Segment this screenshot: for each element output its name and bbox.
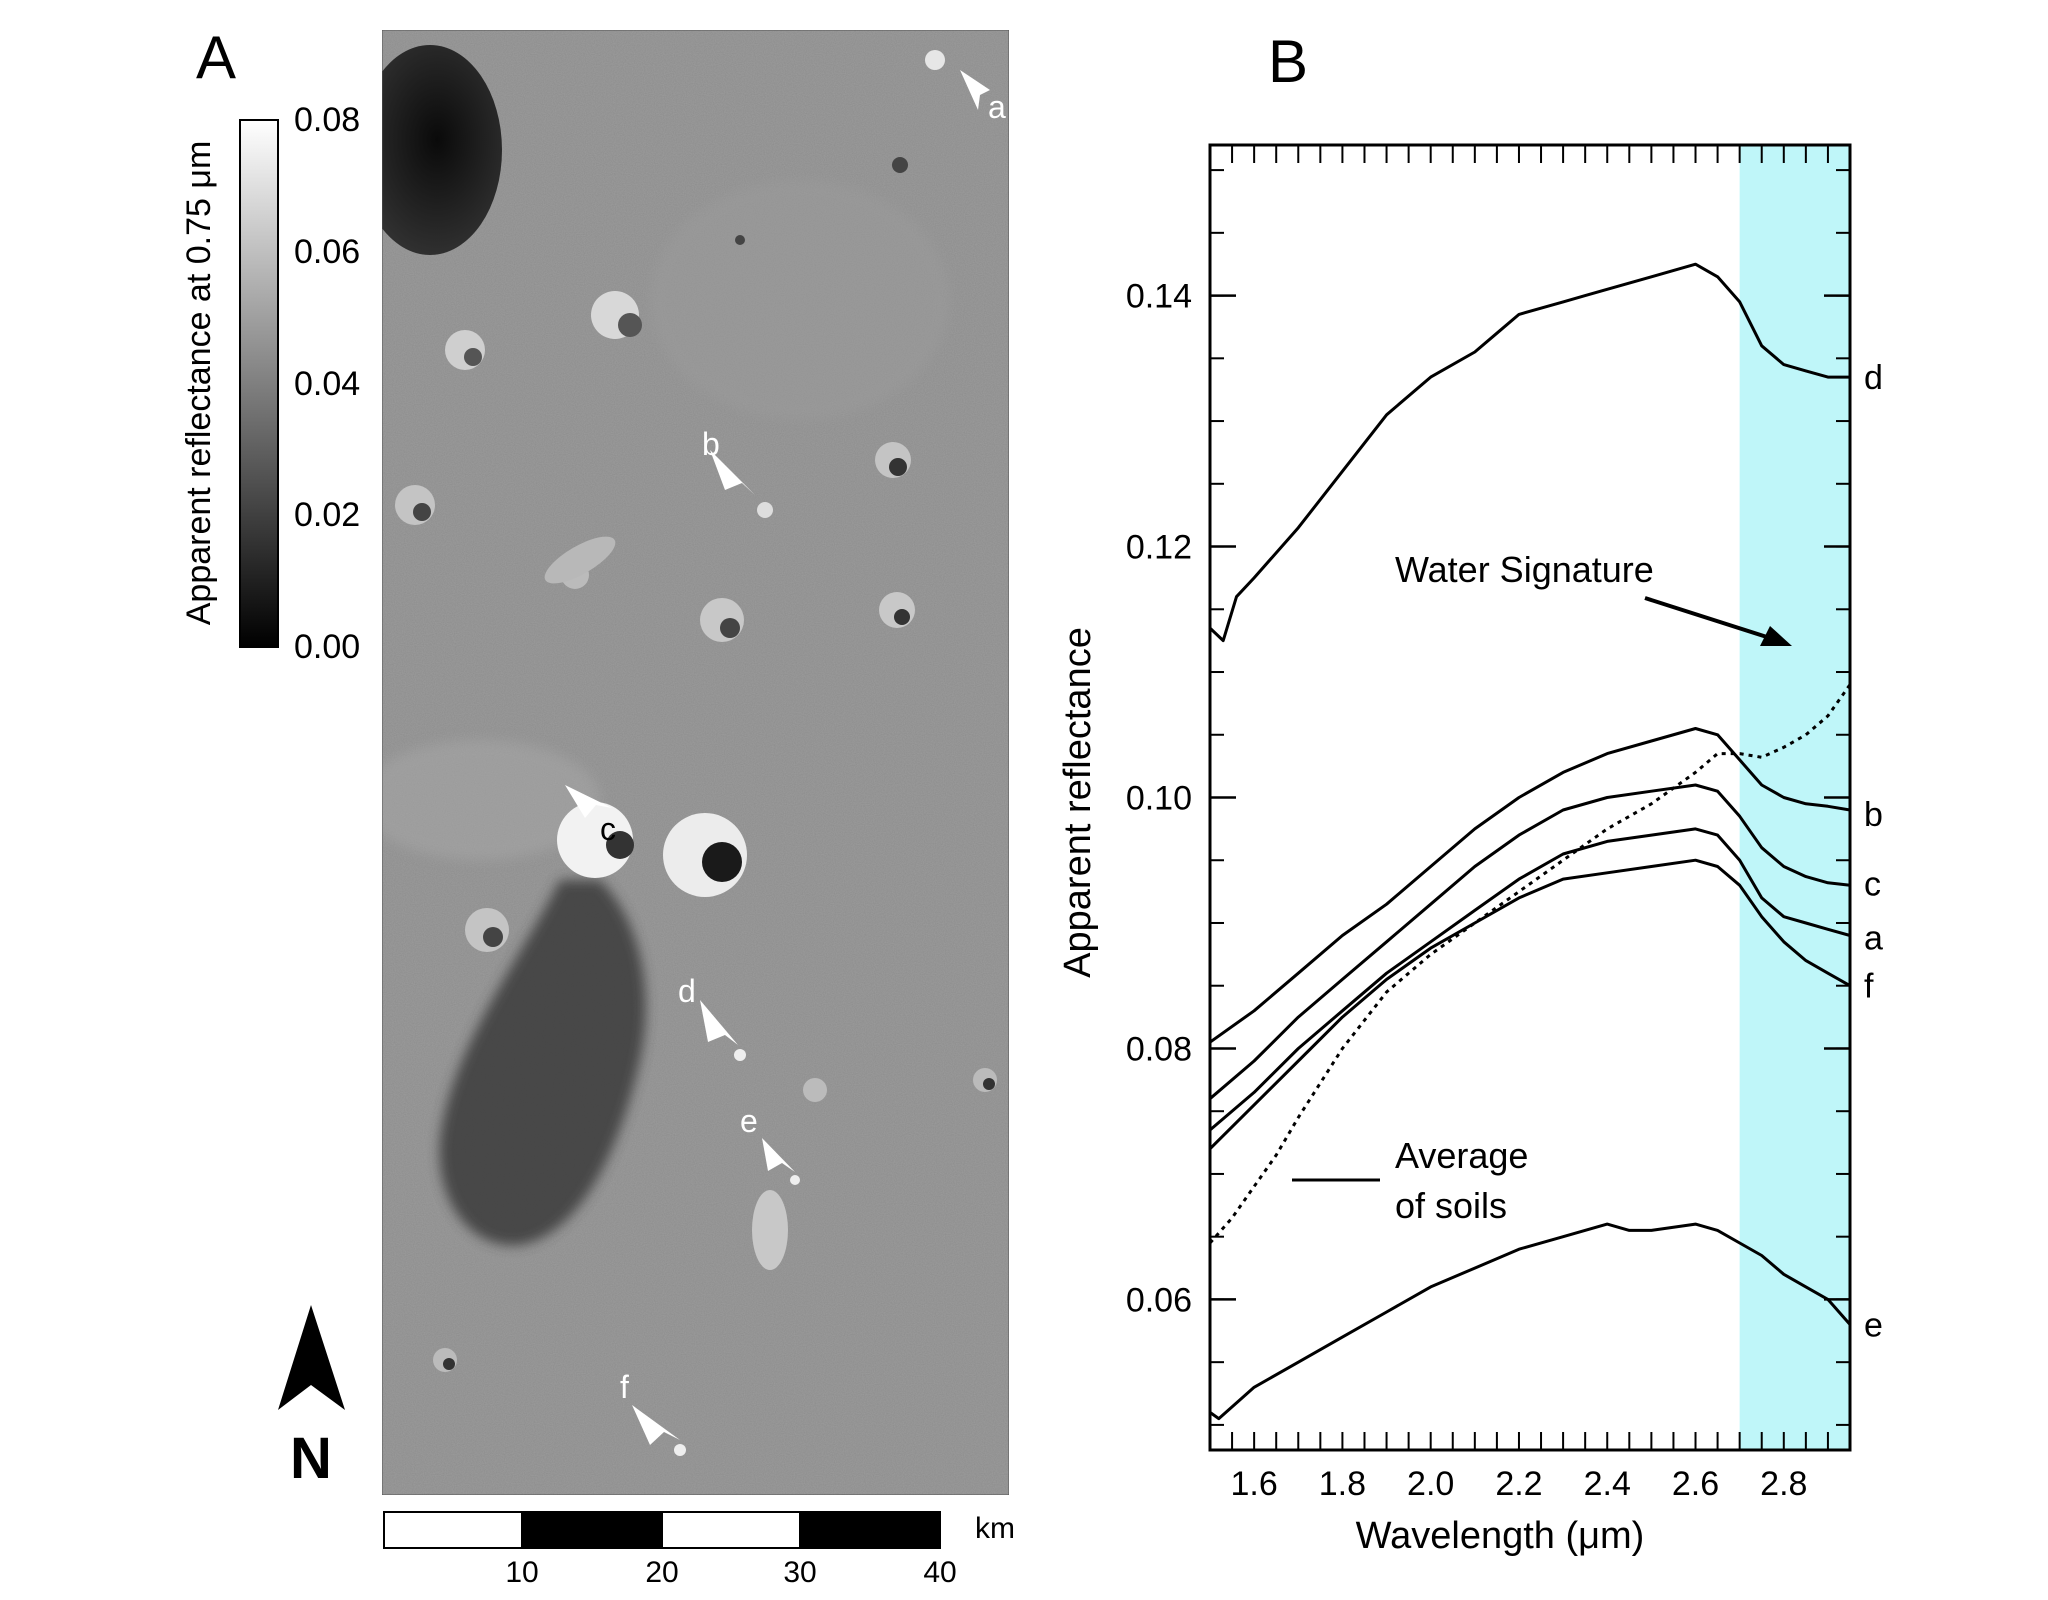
scale-tick-label: 40 <box>923 1556 956 1589</box>
soils-annotation-line2: of soils <box>1395 1185 1507 1226</box>
north-arrow: N <box>278 1305 345 1491</box>
marker-label: f <box>620 1369 629 1405</box>
colorbar-gradient <box>239 119 279 648</box>
marker-label: b <box>702 426 720 462</box>
x-tick-label: 2.0 <box>1407 1465 1454 1503</box>
series-label: f <box>1864 968 1874 1006</box>
marker-c: c <box>565 785 616 847</box>
plot-frame <box>1208 143 1852 1452</box>
x-tick-label: 2.8 <box>1760 1465 1807 1503</box>
lunar-surface-image <box>382 30 1009 1495</box>
annotation-arrowhead-icon <box>1760 626 1792 646</box>
series-line-d <box>1208 262 1850 643</box>
y-tick-label: 0.12 <box>1126 529 1192 567</box>
colorbar-title: Apparent reflectance at 0.75 μm <box>180 141 218 626</box>
marker-label: d <box>678 973 696 1009</box>
colorbar-tick-label: 0.02 <box>294 496 360 534</box>
marker-e: e <box>740 1103 795 1172</box>
marker-label: c <box>600 811 616 847</box>
series-label: e <box>1864 1307 1883 1345</box>
scale-bar: km 10 20 30 40 <box>383 1511 1015 1589</box>
series-line-e <box>1209 1222 1852 1421</box>
panel-b-label: B <box>1268 28 1308 95</box>
x-tick-label: 1.6 <box>1231 1465 1278 1503</box>
series-line-c <box>1209 783 1851 1100</box>
soils-annotation-line1: Average <box>1395 1135 1528 1176</box>
annotation-arrow-line <box>1644 596 1771 640</box>
scale-tick-label: 10 <box>505 1556 538 1589</box>
series-label: d <box>1864 359 1883 397</box>
x-tick-label: 2.4 <box>1584 1465 1631 1503</box>
series-line-b <box>1209 727 1851 1044</box>
marker-a: a <box>960 70 1006 125</box>
y-tick-label: 0.14 <box>1126 278 1192 316</box>
north-arrow-icon <box>278 1305 345 1410</box>
marker-f: f <box>620 1369 680 1445</box>
series-line-a <box>1209 827 1851 1132</box>
colorbar-tick-label: 0.08 <box>294 101 360 139</box>
water-signature-annotation: Water Signature <box>1395 549 1654 590</box>
series-label: b <box>1864 796 1883 834</box>
marker-label: e <box>740 1103 758 1139</box>
series-line-average-of-soils <box>1208 683 1852 1244</box>
x-tick-label: 2.6 <box>1672 1465 1719 1503</box>
y-tick-label: 0.10 <box>1126 780 1192 818</box>
series-label: a <box>1864 920 1883 958</box>
marker-b: b <box>702 426 755 495</box>
north-label: N <box>290 1426 332 1491</box>
dark-depression <box>439 880 646 1246</box>
panel-a-label: A <box>196 24 236 91</box>
x-tick-label: 2.2 <box>1495 1465 1542 1503</box>
x-axis-label: Wavelength (μm) <box>1356 1515 1645 1557</box>
bright-crater <box>557 802 633 878</box>
colorbar-tick-label: 0.00 <box>294 628 360 666</box>
marker-d: d <box>678 973 738 1045</box>
scale-tick-label: 20 <box>645 1556 678 1589</box>
image-markers: a b c d e f <box>565 70 1006 1445</box>
y-axis-label: Apparent reflectance <box>1057 627 1099 978</box>
y-tick-label: 0.06 <box>1126 1281 1192 1319</box>
colorbar-tick-label: 0.06 <box>294 233 360 271</box>
series-line-f <box>1208 858 1851 1150</box>
series-label: c <box>1864 865 1881 903</box>
x-tick-label: 1.8 <box>1319 1465 1366 1503</box>
scale-unit: km <box>975 1512 1015 1545</box>
large-crater <box>382 45 502 255</box>
colorbar-tick-label: 0.04 <box>294 365 360 403</box>
scale-tick-label: 30 <box>783 1556 816 1589</box>
marker-label: a <box>988 89 1006 125</box>
y-tick-label: 0.08 <box>1126 1030 1192 1068</box>
colorbar: Apparent reflectance at 0.75 μm 0.08 0.0… <box>180 101 360 666</box>
